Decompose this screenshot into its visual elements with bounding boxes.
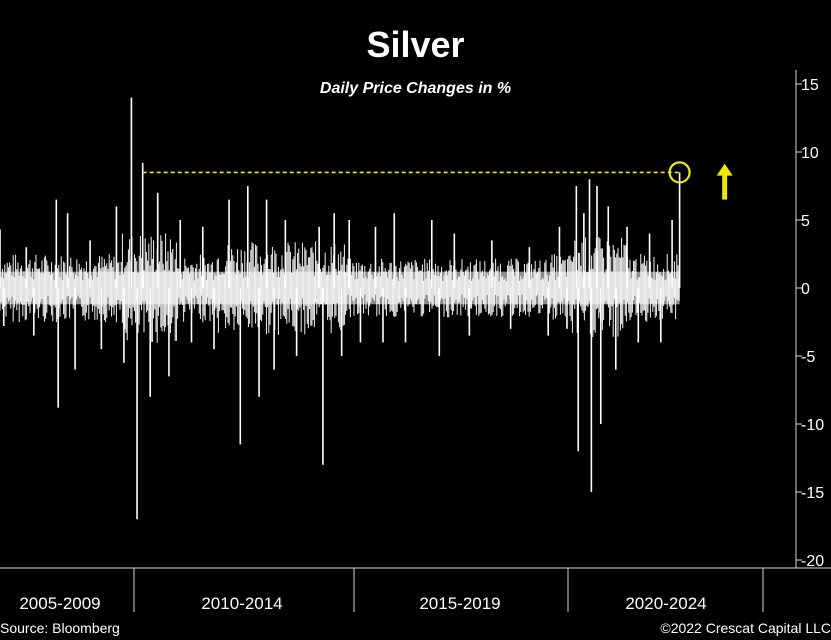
y-tick-label: -20 [801,553,824,570]
y-tick-label: -10 [801,417,824,434]
price-change-spikes [0,97,681,520]
copyright-note: ©2022 Crescat Capital LLC [660,620,831,636]
y-tick-label: 0 [801,281,810,298]
y-tick-label: -15 [801,485,824,502]
x-category-label: 2010-2014 [201,594,282,613]
chart-subtitle: Daily Price Changes in % [319,80,512,97]
x-category-label: 2005-2009 [19,594,100,613]
x-category-label: 2020-2024 [625,594,706,613]
chart-annotations [142,161,733,200]
source-note: Source: Bloomberg [0,620,120,636]
chart-title: Silver [366,24,465,65]
y-tick-label: 15 [801,77,819,94]
y-axis: 15 10 5 0 -5 -10 -15 -20 [795,70,824,570]
y-tick-label: 5 [801,213,810,230]
x-category-label: 2015-2019 [419,594,500,613]
y-tick-label: -5 [801,349,815,366]
highlight-circle [668,161,691,184]
up-arrow-icon [716,163,733,176]
x-axis: 2005-2009 2010-2014 2015-2019 2020-2024 [0,567,831,613]
y-tick-label: 10 [801,145,819,162]
